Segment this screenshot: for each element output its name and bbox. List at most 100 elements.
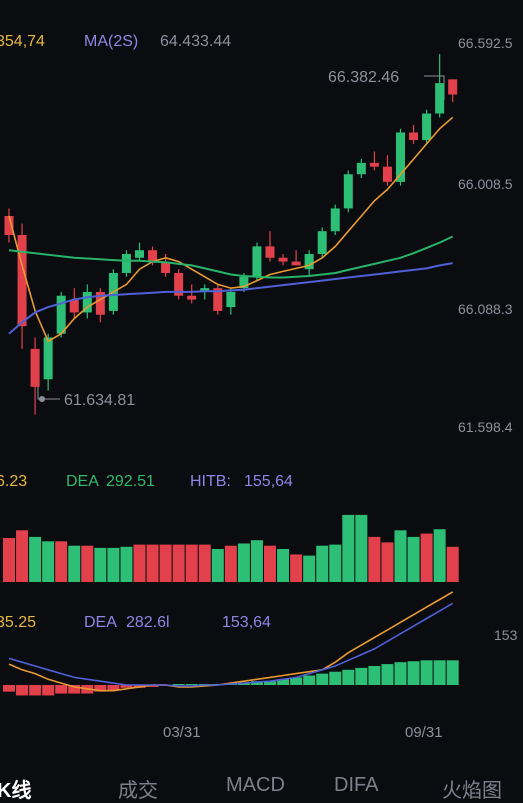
macd-histogram-bar <box>420 660 433 685</box>
price-plot <box>4 54 458 415</box>
candle-body <box>4 216 14 235</box>
macd-indicator-c: 153,64 <box>222 614 271 631</box>
volume-bar <box>264 545 276 582</box>
candle-body <box>317 231 327 254</box>
volume-bar <box>172 544 185 582</box>
macd-histogram-bar <box>29 685 42 696</box>
volume-bar <box>3 538 15 582</box>
date-axis-label: 03/31 <box>163 724 201 741</box>
candle-body <box>200 288 210 292</box>
macd-dea-label: DEA <box>84 614 117 631</box>
date-axis-label: 09/31 <box>405 724 443 741</box>
candle-body <box>135 250 144 258</box>
ma-b-label: MA(2S) <box>84 33 138 50</box>
candle-body <box>448 79 458 95</box>
vol-dea-value: 292.51 <box>106 473 155 490</box>
macd-dea-value: 282.6l <box>126 614 170 631</box>
ma-long-line <box>8 262 453 335</box>
vol-indicator-a: 6.23 <box>0 473 27 490</box>
macd-histogram-bar <box>55 685 68 694</box>
candle-body <box>252 246 262 277</box>
candle-body <box>396 132 405 182</box>
volume-bar <box>394 530 407 582</box>
macd-right-label: 153 <box>494 627 518 643</box>
volume-bar <box>146 544 159 582</box>
candle-body <box>369 162 379 167</box>
volume-bar <box>185 544 198 582</box>
macd-histogram-bar <box>342 669 355 685</box>
volume-bar <box>355 514 368 582</box>
macd-histogram-bar <box>264 681 276 685</box>
volume-bar <box>446 546 459 582</box>
candle-body <box>382 166 392 182</box>
candle-body <box>422 113 432 141</box>
low-price-annotation: 61.634.81 <box>64 392 135 409</box>
candle-body <box>213 288 223 311</box>
candle-body <box>121 253 131 273</box>
candle-body <box>343 174 353 209</box>
volume-bar <box>94 547 107 582</box>
volume-bar <box>368 536 381 582</box>
candle-body <box>82 291 92 313</box>
candle-body <box>56 295 66 334</box>
volume-bar <box>107 547 120 582</box>
macd-histogram-bar <box>172 684 185 685</box>
macd-histogram-bar <box>303 675 316 685</box>
candle-body <box>69 299 79 313</box>
tab-difa[interactable]: DIFA <box>334 774 379 796</box>
macd-histogram-bar <box>68 685 81 694</box>
tab-kline[interactable]: K线 <box>0 780 32 802</box>
vol-hitb-value: 155,64 <box>244 473 293 490</box>
macd-histogram-bar <box>381 664 394 685</box>
macd-histogram-bar <box>146 685 159 687</box>
candle-body <box>174 272 184 296</box>
tab-volume[interactable]: 成交 <box>118 780 158 802</box>
macd-histogram-bar <box>94 685 107 692</box>
volume-bar <box>120 546 133 582</box>
candle-body <box>435 83 445 114</box>
volume-bar <box>329 544 342 582</box>
high-price-annotation: 66.382.46 <box>328 69 399 86</box>
volume-bar <box>133 544 146 582</box>
macd-histogram-bar <box>185 684 198 685</box>
candle-body <box>148 250 158 262</box>
candle-body <box>265 246 275 258</box>
macd-histogram-bar <box>433 660 446 685</box>
volume-bar <box>433 529 446 582</box>
candle-body <box>356 162 366 175</box>
price-axis-label: 61.598.4 <box>458 419 513 435</box>
volume-bar <box>407 536 420 582</box>
ma-a-value: 354,74 <box>0 33 45 50</box>
volume-bar <box>224 545 237 582</box>
macd-histogram-bar <box>3 685 15 692</box>
candle-body <box>239 276 249 289</box>
candle-body <box>95 291 105 315</box>
volume-bar <box>381 542 394 582</box>
candle-body <box>409 132 419 141</box>
tab-macd[interactable]: MACD <box>226 774 285 796</box>
macd-histogram-bar <box>407 661 420 685</box>
ma-mid-line <box>8 235 454 279</box>
volume-bar <box>237 543 250 582</box>
candle-body <box>330 208 340 232</box>
candle-body <box>278 257 288 262</box>
volume-plot <box>3 514 459 582</box>
macd-histogram-bar <box>355 667 368 685</box>
indicator-tab-bar: K线 成交 MACD DIFA 火焰图 <box>0 768 523 802</box>
candle-body <box>43 337 53 380</box>
volume-bar <box>68 545 81 582</box>
candle-body <box>187 295 197 300</box>
vol-dea-label: DEA <box>66 473 99 490</box>
volume-bar <box>316 545 329 582</box>
macd-histogram-bar <box>368 666 381 685</box>
volume-bar <box>16 530 29 582</box>
candle-body <box>226 291 236 308</box>
macd-histogram-bar <box>329 671 342 685</box>
volume-bar <box>277 549 290 582</box>
volume-bar <box>159 544 172 582</box>
macd-histogram-bar <box>16 685 29 696</box>
volume-bar <box>250 540 263 582</box>
candle-body <box>304 253 314 270</box>
tab-flame[interactable]: 火焰图 <box>442 780 502 802</box>
